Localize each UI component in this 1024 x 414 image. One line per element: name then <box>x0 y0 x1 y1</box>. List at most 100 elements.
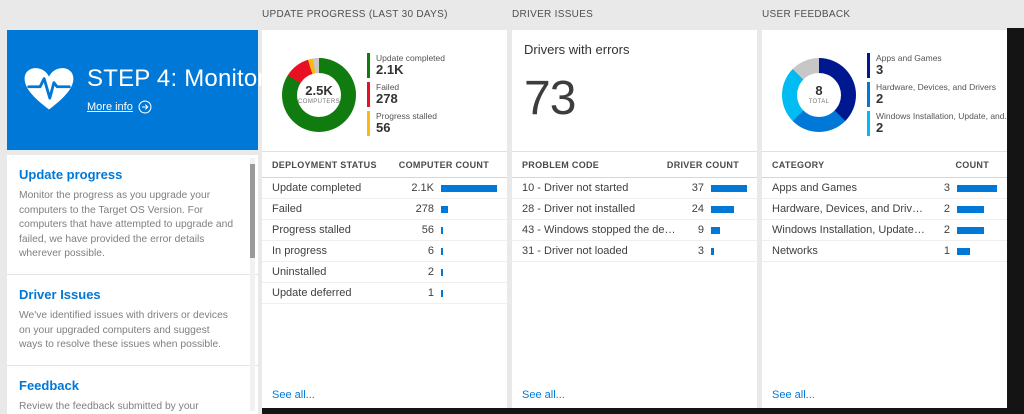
row-label: Networks <box>772 245 818 257</box>
legend-item: Progress stalled 56 <box>367 110 445 136</box>
more-info-label: More info <box>87 101 133 113</box>
update-progress-tile[interactable]: 2.5K COMPUTERS Update completed 2.1K Faile… <box>262 30 507 408</box>
donut-center-value: 8 <box>815 83 823 99</box>
driver-issues-table: 10 - Driver not started 37 28 - Driver not… <box>512 178 757 262</box>
step-tile-monitor[interactable]: STEP 4: Monitor More info <box>7 30 265 150</box>
legend-value: 3 <box>876 62 884 78</box>
description-section-update-progress: Update progress Monitor the progress as … <box>7 155 258 274</box>
row-bar <box>711 247 747 255</box>
row-bar <box>441 289 497 297</box>
table-row[interactable]: Networks 1 <box>762 241 1007 262</box>
row-label: Update deferred <box>272 287 352 299</box>
row-label: Update completed <box>272 182 362 194</box>
table-row[interactable]: In progress 6 <box>262 241 507 262</box>
row-bar <box>441 184 497 192</box>
legend-label: Hardware, Devices, and Drivers <box>876 82 996 93</box>
legend-label: Update completed <box>376 53 445 64</box>
update-progress-donut-chart: 2.5K COMPUTERS <box>282 57 356 132</box>
column-header-count: COUNT <box>955 159 989 170</box>
scrollbar-thumb[interactable] <box>250 164 255 258</box>
row-label: 28 - Driver not installed <box>522 203 636 215</box>
tile-column-header-driver-issues: DRIVER ISSUES <box>512 9 594 20</box>
row-count: 278 <box>415 203 434 215</box>
row-label: 10 - Driver not started <box>522 182 629 194</box>
scrollbar[interactable] <box>250 158 255 411</box>
table-row[interactable]: 10 - Driver not started 37 <box>512 178 757 199</box>
table-row[interactable]: Apps and Games 3 <box>762 178 1007 199</box>
row-bar <box>441 226 497 234</box>
table-row[interactable]: 31 - Driver not loaded 3 <box>512 241 757 262</box>
table-row[interactable]: Update completed 2.1K <box>262 178 507 199</box>
donut-center-label: TOTAL <box>808 98 830 105</box>
legend-value: 2 <box>876 119 884 135</box>
row-bar <box>957 226 997 234</box>
offscreen-dark-edge-right <box>1007 28 1024 414</box>
row-bar <box>441 268 497 276</box>
legend-item: Apps and Games 3 <box>867 53 1012 79</box>
table-header-row: DEPLOYMENT STATUS COMPUTER COUNT <box>262 152 507 178</box>
table-header-row: CATEGORY COUNT <box>762 152 1007 178</box>
row-label: Progress stalled <box>272 224 351 236</box>
table-row[interactable]: Update deferred 1 <box>262 283 507 304</box>
column-header-category: CATEGORY <box>772 159 825 170</box>
row-count: 1 <box>943 245 950 257</box>
more-info-link[interactable]: More info <box>87 100 152 114</box>
metric-label: Drivers with errors <box>524 42 630 57</box>
section-body: We've identified issues with drivers or … <box>19 310 228 351</box>
legend-color-marker <box>867 82 870 107</box>
driver-errors-metric-area: Drivers with errors 73 <box>512 30 757 152</box>
offscreen-dark-edge-bottom <box>262 408 1024 414</box>
section-title: Driver Issues <box>19 287 101 303</box>
legend-label: Failed <box>376 82 400 93</box>
legend-color-marker <box>867 110 870 136</box>
row-count: 2 <box>943 203 950 215</box>
table-row[interactable]: 28 - Driver not installed 24 <box>512 199 757 220</box>
tile-column-header-user-feedback: USER FEEDBACK <box>762 9 851 20</box>
row-count: 9 <box>697 224 704 236</box>
driver-issues-tile[interactable]: Drivers with errors 73 PROBLEM CODE DRIV… <box>512 30 757 408</box>
user-feedback-tile[interactable]: 8 TOTAL Apps and Games 3 Hardware, Devices… <box>762 30 1012 408</box>
row-count: 37 <box>691 182 704 194</box>
tile-column-header-update-progress: UPDATE PROGRESS (LAST 30 DAYS) <box>262 9 448 20</box>
legend-item: Update completed 2.1K <box>367 53 445 79</box>
row-label: 31 - Driver not loaded <box>522 245 628 257</box>
user-feedback-table: Apps and Games 3 Hardware, Devices, and Dr… <box>762 178 1007 262</box>
row-label: Apps and Games <box>772 182 857 194</box>
table-row[interactable]: Windows Installation, Update,... 2 <box>762 220 1007 241</box>
column-header-driver-count: DRIVER COUNT <box>666 159 739 170</box>
row-bar <box>957 184 997 192</box>
step-text-block: STEP 4: Monitor More info <box>87 65 266 115</box>
see-all-link[interactable]: See all... <box>272 389 315 401</box>
see-all-link[interactable]: See all... <box>772 389 815 401</box>
table-row[interactable]: Uninstalled 2 <box>262 262 507 283</box>
row-bar <box>711 184 747 192</box>
row-count: 3 <box>943 182 950 194</box>
section-body: Monitor the progress as you upgrade your… <box>19 190 234 260</box>
table-row[interactable]: Hardware, Devices, and Drivers 2 <box>762 199 1007 220</box>
user-feedback-legend: Apps and Games 3 Hardware, Devices, and Dr… <box>867 53 1012 136</box>
user-feedback-donut-chart: 8 TOTAL <box>782 57 856 132</box>
see-all-link[interactable]: See all... <box>522 389 565 401</box>
section-body: Review the feedback submitted by your em… <box>19 400 199 412</box>
legend-item: Hardware, Devices, and Drivers 2 <box>867 82 1012 107</box>
row-bar <box>957 205 997 213</box>
update-progress-chart-area: 2.5K COMPUTERS Update completed 2.1K Faile… <box>262 30 507 152</box>
row-bar <box>441 205 497 213</box>
legend-value: 278 <box>376 91 398 107</box>
arrow-circle-icon <box>138 100 152 114</box>
donut-center: 2.5K COMPUTERS <box>297 72 341 117</box>
table-header-row: PROBLEM CODE DRIVER COUNT <box>512 152 757 178</box>
table-row[interactable]: Failed 278 <box>262 199 507 220</box>
row-count: 2.1K <box>411 182 434 194</box>
legend-label: Windows Installation, Update, and... <box>876 110 1012 121</box>
donut-center: 8 TOTAL <box>797 72 841 117</box>
legend-item: Windows Installation, Update, and... 2 <box>867 110 1012 136</box>
table-row[interactable]: Progress stalled 56 <box>262 220 507 241</box>
row-count: 2 <box>427 266 434 278</box>
legend-value: 56 <box>376 119 391 135</box>
row-label: Hardware, Devices, and Drivers <box>772 203 926 215</box>
metric-value: 73 <box>524 72 576 125</box>
table-row[interactable]: 43 - Windows stopped the devi... 9 <box>512 220 757 241</box>
legend-color-marker <box>867 53 870 79</box>
donut-center-label: COMPUTERS <box>298 98 340 105</box>
